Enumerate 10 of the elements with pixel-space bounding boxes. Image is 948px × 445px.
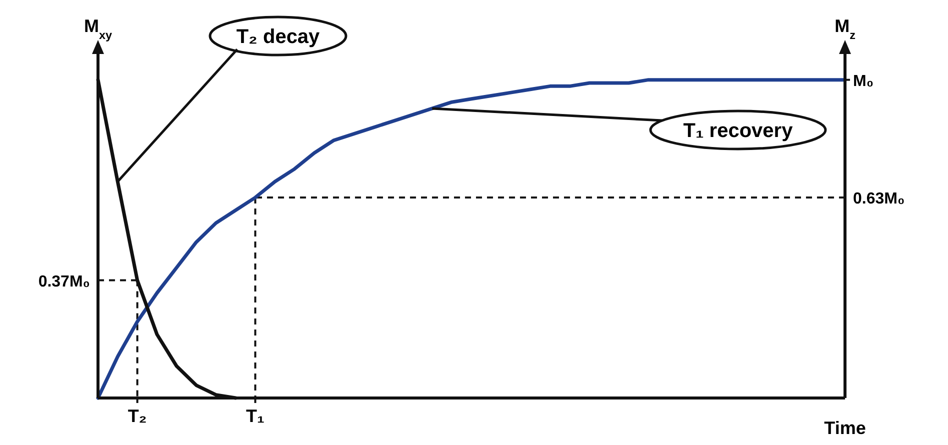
x-tick-label: T₂ — [128, 406, 147, 426]
text: M₀ — [853, 72, 874, 90]
ref-line-label: 0.37M₀ — [38, 273, 90, 290]
x-tick-label: T₁ — [246, 406, 264, 426]
text: T₂ decay — [236, 26, 321, 48]
ref-line-label: 0.63M₀ — [853, 190, 905, 208]
annotation: T₁ recovery — [683, 120, 794, 142]
y2-axis-title: M$_{z}$ — [834, 16, 856, 42]
y-axis-title: M$_{xy}$ — [84, 16, 112, 42]
x-axis-title: Time — [824, 418, 866, 438]
